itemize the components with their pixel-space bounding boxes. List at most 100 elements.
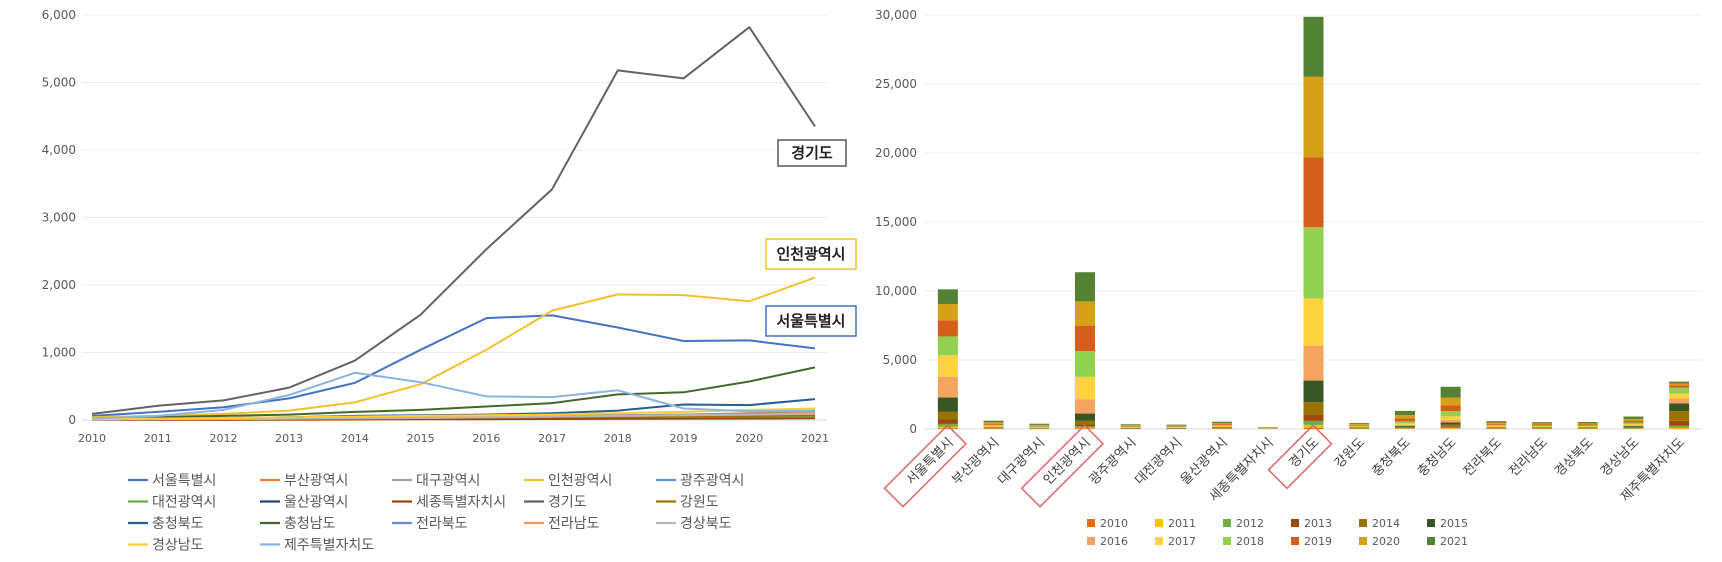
bar-segment	[1486, 426, 1507, 428]
bar-segment	[1212, 425, 1233, 427]
bar-legend-swatch	[1291, 519, 1299, 527]
bar-segment	[983, 427, 1004, 428]
bar-legend-swatch	[1427, 537, 1435, 545]
bar-segment	[1394, 410, 1415, 416]
bar-legend-label: 2012	[1236, 517, 1264, 530]
line-x-tick-label: 2018	[604, 432, 632, 445]
bar-segment	[937, 336, 958, 356]
line-y-tick-label: 4,000	[42, 143, 76, 157]
bar-legend-swatch	[1223, 537, 1231, 545]
bar-y-tick-label: 10,000	[875, 284, 917, 298]
line-legend-label: 경상북도	[680, 516, 732, 532]
bar-segment	[937, 289, 958, 304]
bar-segment	[1486, 425, 1507, 427]
bar-legend-label: 2020	[1372, 535, 1400, 548]
bar-segment	[1212, 421, 1233, 423]
bar-legend-swatch	[1087, 537, 1095, 545]
bar-segment	[1623, 418, 1644, 421]
bar-segment	[1440, 419, 1461, 423]
bar-category-label: 대전광역시	[1132, 435, 1185, 488]
bar-segment	[1212, 424, 1233, 426]
line-legend-label: 서울특별시	[152, 473, 216, 489]
bar-y-tick-label: 20,000	[875, 146, 917, 160]
bar-segment	[1074, 272, 1095, 302]
bar-segment	[1303, 414, 1324, 421]
bar-segment	[1623, 416, 1644, 419]
bar-segment	[1440, 397, 1461, 406]
bar-segment	[1623, 420, 1644, 423]
bar-legend-swatch	[1087, 519, 1095, 527]
bar-segment	[1074, 301, 1095, 326]
line-x-tick-label: 2019	[670, 432, 698, 445]
bar-segment	[1074, 420, 1095, 425]
line-legend-label: 부산광역시	[284, 473, 348, 489]
bar-segment	[1486, 424, 1507, 426]
bar-segment	[1303, 76, 1324, 158]
bar-segment	[1074, 399, 1095, 414]
bar-category-label: 전라남도	[1506, 435, 1550, 479]
bar-segment	[1532, 426, 1553, 427]
line-legend-label: 인천광역시	[548, 473, 612, 489]
bar-segment	[1440, 428, 1461, 429]
bar-legend-swatch	[1427, 519, 1435, 527]
line-series	[91, 26, 816, 415]
bar-segment	[1669, 383, 1690, 386]
line-x-tick-label: 2015	[407, 432, 435, 445]
bar-segment	[937, 426, 958, 429]
bar-legend-swatch	[1155, 519, 1163, 527]
bar-legend-label: 2021	[1440, 535, 1468, 548]
bar-segment	[983, 424, 1004, 426]
line-legend-label: 충청남도	[284, 516, 336, 532]
bar-segment	[1394, 427, 1415, 429]
bar-segment	[983, 426, 1004, 428]
bar-category-label: 충청북도	[1369, 435, 1413, 479]
bar-segment	[1394, 421, 1415, 424]
bar-segment	[937, 355, 958, 377]
line-legend-label: 대전광역시	[152, 495, 216, 511]
bar-segment	[1303, 420, 1324, 425]
line-y-tick-label: 5,000	[42, 76, 76, 90]
bar-segment	[1669, 393, 1690, 399]
bar-segment	[1577, 425, 1598, 427]
bar-segment	[1303, 380, 1324, 403]
line-legend-label: 광주광역시	[680, 473, 744, 489]
bar-segment	[1120, 425, 1141, 427]
bar-segment	[1669, 427, 1690, 429]
bar-segment	[1074, 351, 1095, 377]
bar-segment	[1166, 426, 1187, 428]
line-x-tick-label: 2020	[735, 432, 763, 445]
bar-segment	[1623, 425, 1644, 427]
bar-segment	[1669, 398, 1690, 404]
bar-segment	[983, 422, 1004, 424]
bar-segment	[983, 423, 1004, 425]
bar-legend-swatch	[1223, 519, 1231, 527]
bar-segment	[937, 397, 958, 412]
bar-segment	[1120, 424, 1141, 426]
bar-segment	[1349, 426, 1370, 428]
bar-y-tick-label: 0	[909, 422, 917, 436]
line-legend-label: 강원도	[680, 495, 719, 511]
line-x-tick-label: 2011	[144, 432, 172, 445]
bar-segment	[1440, 426, 1461, 428]
line-series	[91, 371, 816, 420]
line-legend-label: 울산광역시	[284, 495, 348, 511]
bar-segment	[1440, 427, 1461, 429]
line-legend-label: 제주특별자치도	[284, 538, 374, 554]
bar-segment	[1394, 426, 1415, 428]
bar-segment	[1669, 387, 1690, 394]
line-legend-label: 충청북도	[152, 516, 204, 532]
bar-segment	[937, 320, 958, 337]
bar-legend-swatch	[1359, 519, 1367, 527]
bar-legend-label: 2015	[1440, 517, 1468, 530]
bar-segment	[1577, 424, 1598, 426]
bar-category-label: 부산광역시	[949, 435, 1002, 488]
bar-segment	[1303, 16, 1324, 77]
bar-legend-label: 2016	[1100, 535, 1128, 548]
bar-segment	[1623, 426, 1644, 428]
bar-segment	[1532, 423, 1553, 425]
bar-segment	[1669, 411, 1690, 421]
line-x-tick-label: 2017	[538, 432, 566, 445]
bar-category-highlight	[883, 424, 967, 508]
bar-segment	[1303, 345, 1324, 381]
